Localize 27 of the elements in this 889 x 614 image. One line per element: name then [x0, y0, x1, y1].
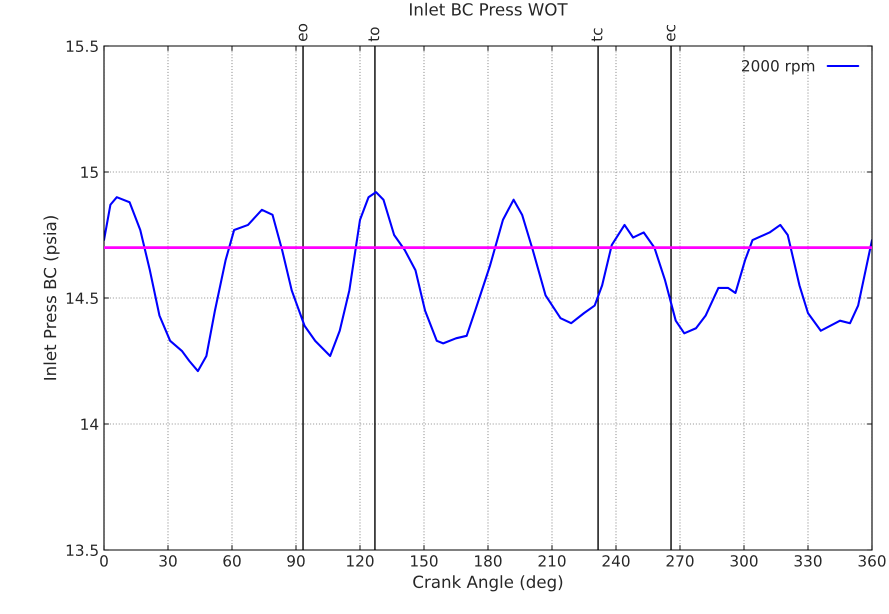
y-tick-label: 13.5	[66, 544, 98, 556]
y-tick-label: 14.5	[66, 292, 98, 304]
x-tick-label: 60	[223, 555, 241, 567]
x-tick-label: 30	[159, 555, 177, 567]
x-axis-title: Crank Angle (deg)	[413, 575, 562, 592]
ref-line-label: to	[368, 27, 380, 42]
ref-line-label: eo	[298, 24, 308, 41]
line-series	[104, 191, 872, 372]
x-tick-label: 270	[666, 555, 694, 567]
y-tick-label: 14	[81, 418, 98, 430]
x-tick-label: 180	[475, 555, 502, 567]
x-tick-label: 300	[730, 555, 758, 567]
ref-line-label: ec	[666, 24, 676, 41]
x-tick-label: 120	[347, 555, 374, 567]
chart-title: Inlet BC Press WOT	[410, 2, 568, 16]
x-tick-label: 360	[858, 555, 886, 567]
x-tick-label: 330	[794, 555, 822, 567]
x-tick-label: 150	[411, 555, 438, 567]
x-tick-label: 240	[602, 555, 630, 567]
x-tick-label: 90	[287, 555, 305, 567]
x-tick-label: 0	[100, 555, 108, 567]
y-axis-title: Inlet Press BC (psia)	[43, 216, 60, 380]
y-tick-label: 15	[81, 166, 98, 178]
legend-label: 2000 rpm	[742, 60, 814, 75]
y-tick-label: 15.5	[66, 40, 98, 52]
x-tick-label: 210	[538, 555, 566, 567]
ref-line-label: tc	[592, 28, 603, 42]
